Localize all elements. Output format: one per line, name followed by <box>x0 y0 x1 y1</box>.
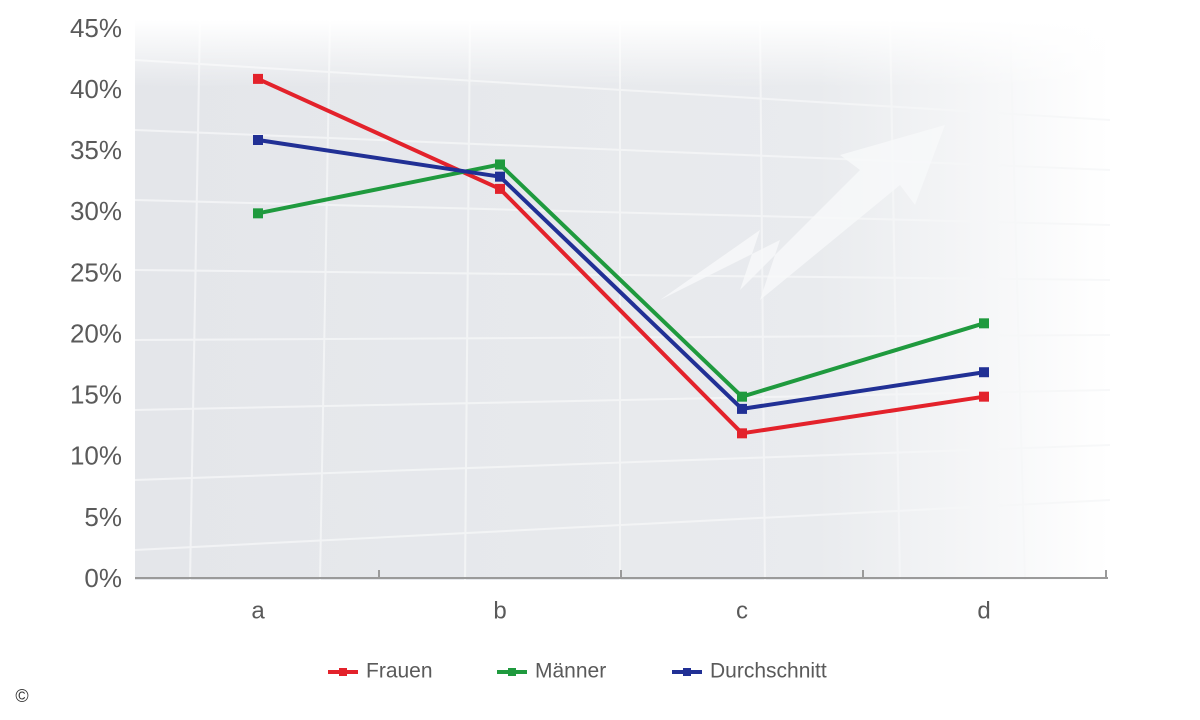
point-marker <box>253 73 263 84</box>
y-tick-label: 5% <box>84 502 122 532</box>
point-marker <box>253 208 263 219</box>
y-tick-label: 0% <box>84 563 122 593</box>
x-tick-label: c <box>736 597 748 624</box>
point-marker <box>737 391 747 402</box>
series-line <box>257 138 985 411</box>
y-tick-label: 35% <box>70 135 122 165</box>
copyright: © <box>15 686 28 706</box>
point-marker <box>979 318 989 329</box>
point-marker <box>737 428 747 439</box>
legend-label: Durchschnitt <box>710 660 827 683</box>
y-tick-label: 10% <box>70 441 122 471</box>
point-marker <box>979 367 989 378</box>
legend-label: Männer <box>535 660 606 683</box>
x-tick-label: a <box>251 597 265 624</box>
point-marker <box>495 183 505 194</box>
y-tick-label: 20% <box>70 318 122 348</box>
point-marker <box>495 159 505 170</box>
y-tick-label: 25% <box>70 257 122 287</box>
point-marker <box>253 135 263 145</box>
series-line <box>257 162 985 399</box>
x-tick-label: d <box>977 597 990 624</box>
y-tick-label: 15% <box>70 380 122 410</box>
legend-marker <box>339 668 347 676</box>
y-tick-label: 30% <box>70 196 122 226</box>
point-marker <box>737 403 747 414</box>
legend-label: Frauen <box>366 660 433 683</box>
legend-marker <box>683 668 691 676</box>
series-line <box>257 77 985 436</box>
point-marker <box>495 171 505 182</box>
x-tick-label: b <box>493 597 506 624</box>
y-tick-label: 45% <box>70 13 122 43</box>
legend-marker <box>508 668 516 676</box>
point-marker <box>979 391 989 402</box>
y-tick-label: 40% <box>70 74 122 104</box>
x-axis <box>135 570 1108 579</box>
background <box>134 19 1111 581</box>
